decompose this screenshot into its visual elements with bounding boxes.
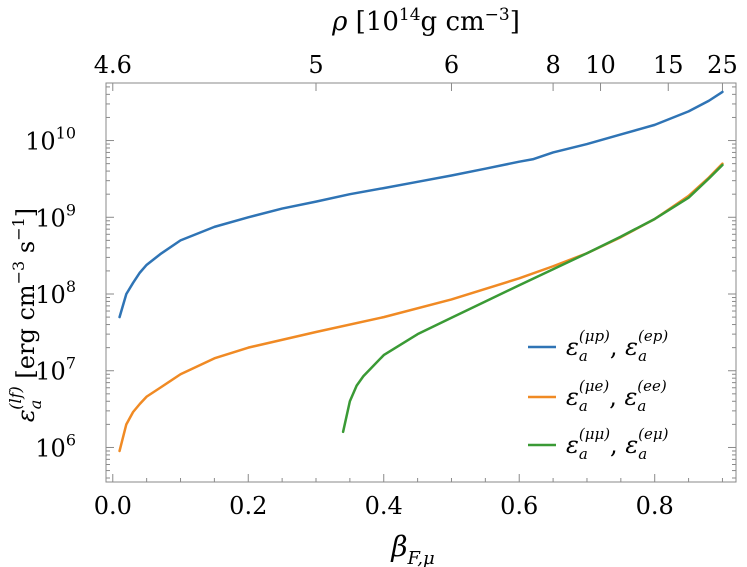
plot-border (105, 82, 737, 483)
series-lines (118, 90, 724, 453)
y-axis-label: εa(lf) [erg cm−3 s−1] (6, 208, 45, 422)
x-tick-label: 0.8 (636, 492, 674, 520)
x-tick-label: 0.6 (500, 492, 538, 520)
y-tick-label: 108 (35, 277, 76, 309)
axis-ticks (106, 83, 736, 482)
y-tick-label: 109 (35, 200, 76, 232)
top-tick-label: 10 (585, 51, 616, 79)
legend-entry-mumu: εa(μμ), εa(eμ) (528, 425, 669, 463)
x-axis-label: βF,μ (390, 530, 434, 567)
x-tick-label: 0.4 (365, 492, 403, 520)
x-tick-label: 0.0 (94, 492, 132, 520)
y-tick-label: 107 (35, 354, 76, 386)
legend-label-mup: εa(μp), εa(ep) (566, 327, 668, 365)
top-tick-label: 5 (308, 51, 323, 79)
tick-labels: 0.0 0.2 0.4 0.6 0.8 106 107 108 109 1010 4.6 5 6 8 10 1… (25, 51, 738, 520)
legend-entry-mue: εa(μe), εa(ee) (528, 377, 667, 415)
y-tick-label: 1010 (25, 124, 76, 156)
x-tick-label: 0.2 (229, 492, 267, 520)
top-tick-label: 8 (545, 51, 560, 79)
legend-label-mumu: εa(μμ), εa(eμ) (566, 425, 669, 463)
legend: εa(μp), εa(ep) εa(μe), εa(ee) εa(μμ), εa… (528, 327, 669, 463)
top-tick-label: 4.6 (94, 51, 132, 79)
series-line-2 (341, 163, 724, 434)
top-tick-label: 25 (707, 51, 738, 79)
top-axis-label: ρ [1014g cm−3] (331, 5, 520, 37)
legend-entry-mup: εa(μp), εa(ep) (528, 327, 668, 365)
series-line-0 (118, 90, 724, 319)
legend-label-mue: εa(μe), εa(ee) (566, 377, 667, 415)
top-tick-label: 6 (444, 51, 459, 79)
y-tick-label: 106 (35, 430, 76, 462)
plot-frame (105, 82, 737, 483)
top-tick-label: 15 (653, 51, 684, 79)
